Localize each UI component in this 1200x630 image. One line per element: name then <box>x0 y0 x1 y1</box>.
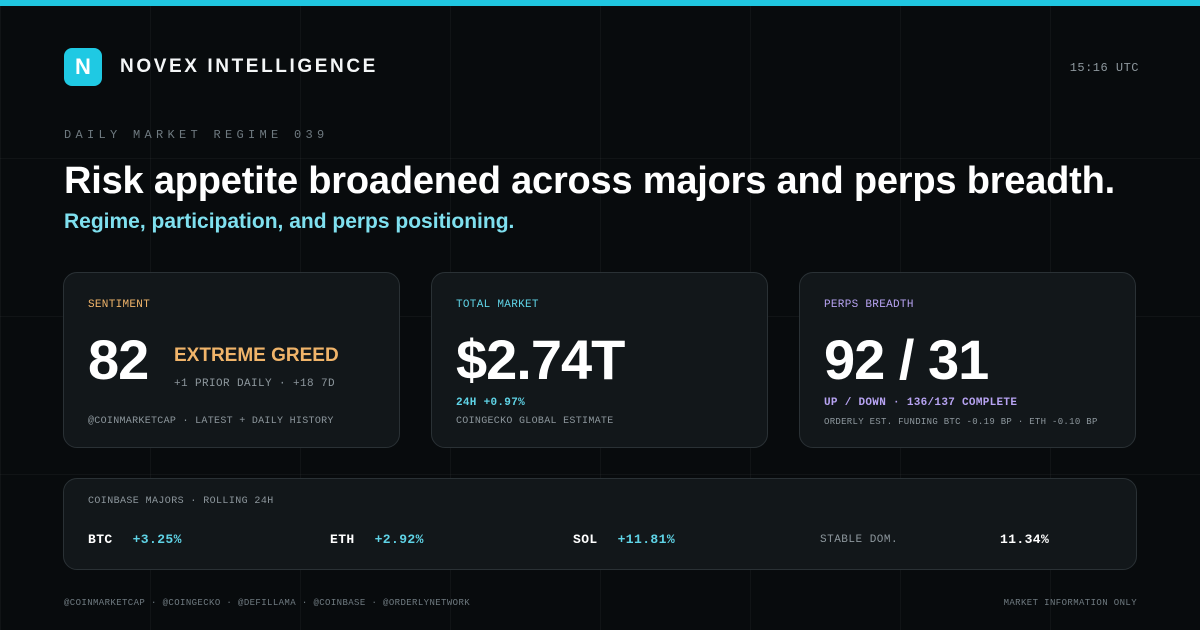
coin-btc: BTC +3.25% <box>88 532 182 547</box>
sentiment-delta: +1 PRIOR DAILY · +18 7D <box>174 378 336 390</box>
brand-name: NOVEX INTELLIGENCE <box>120 56 378 77</box>
sentiment-label: SENTIMENT <box>88 299 151 311</box>
sentiment-value: 82 <box>88 328 149 391</box>
total-market-card: TOTAL MARKET $2.74T 24H +0.97% COINGECKO… <box>431 272 768 448</box>
perps-breadth-card: PERPS BREADTH 92 / 31 UP / DOWN · 136/13… <box>799 272 1136 448</box>
clock-time: 15:16 UTC <box>1069 61 1139 75</box>
perps-funding-note: ORDERLY EST. FUNDING BTC -0.19 BP · ETH … <box>824 417 1098 427</box>
footer-disclaimer: MARKET INFORMATION ONLY <box>1003 598 1137 608</box>
coin-symbol: ETH <box>330 532 355 547</box>
edition-label: DAILY MARKET REGIME 039 <box>64 128 329 142</box>
coin-sol: SOL +11.81% <box>573 532 675 547</box>
footer-sources: @COINMARKETCAP · @COINGECKO · @DEFILLAMA… <box>64 598 471 608</box>
total-market-source: COINGECKO GLOBAL ESTIMATE <box>456 416 614 427</box>
coin-symbol: SOL <box>573 532 598 547</box>
total-market-value: $2.74T <box>456 328 625 391</box>
stable-dominance-value: 11.34% <box>1000 532 1050 547</box>
page-title: Risk appetite broadened across majors an… <box>64 160 1116 202</box>
perps-breadth-label: PERPS BREADTH <box>824 299 914 311</box>
perps-breadth-value: 92 / 31 <box>824 328 989 391</box>
brand-header: N NOVEX INTELLIGENCE <box>64 48 378 86</box>
coin-change: +3.25% <box>132 532 182 547</box>
accent-bar <box>0 0 1200 6</box>
coin-change: +2.92% <box>374 532 424 547</box>
coin-eth: ETH +2.92% <box>330 532 424 547</box>
logo-icon: N <box>64 48 102 86</box>
sentiment-source: @COINMARKETCAP · LATEST + DAILY HISTORY <box>88 416 334 427</box>
sentiment-status: EXTREME GREED <box>174 345 339 366</box>
perps-breadth-detail: UP / DOWN · 136/137 COMPLETE <box>824 397 1018 409</box>
sentiment-card: SENTIMENT 82 EXTREME GREED +1 PRIOR DAIL… <box>63 272 400 448</box>
majors-title: COINBASE MAJORS · ROLLING 24H <box>88 496 274 507</box>
coin-symbol: BTC <box>88 532 113 547</box>
stable-dominance-label: STABLE DOM. <box>820 534 899 546</box>
coin-change: +11.81% <box>617 532 676 547</box>
page-subtitle: Regime, participation, and perps positio… <box>64 210 515 233</box>
total-market-label: TOTAL MARKET <box>456 299 539 311</box>
total-market-change: 24H +0.97% <box>456 397 526 409</box>
majors-panel: COINBASE MAJORS · ROLLING 24H BTC +3.25% … <box>63 478 1137 570</box>
